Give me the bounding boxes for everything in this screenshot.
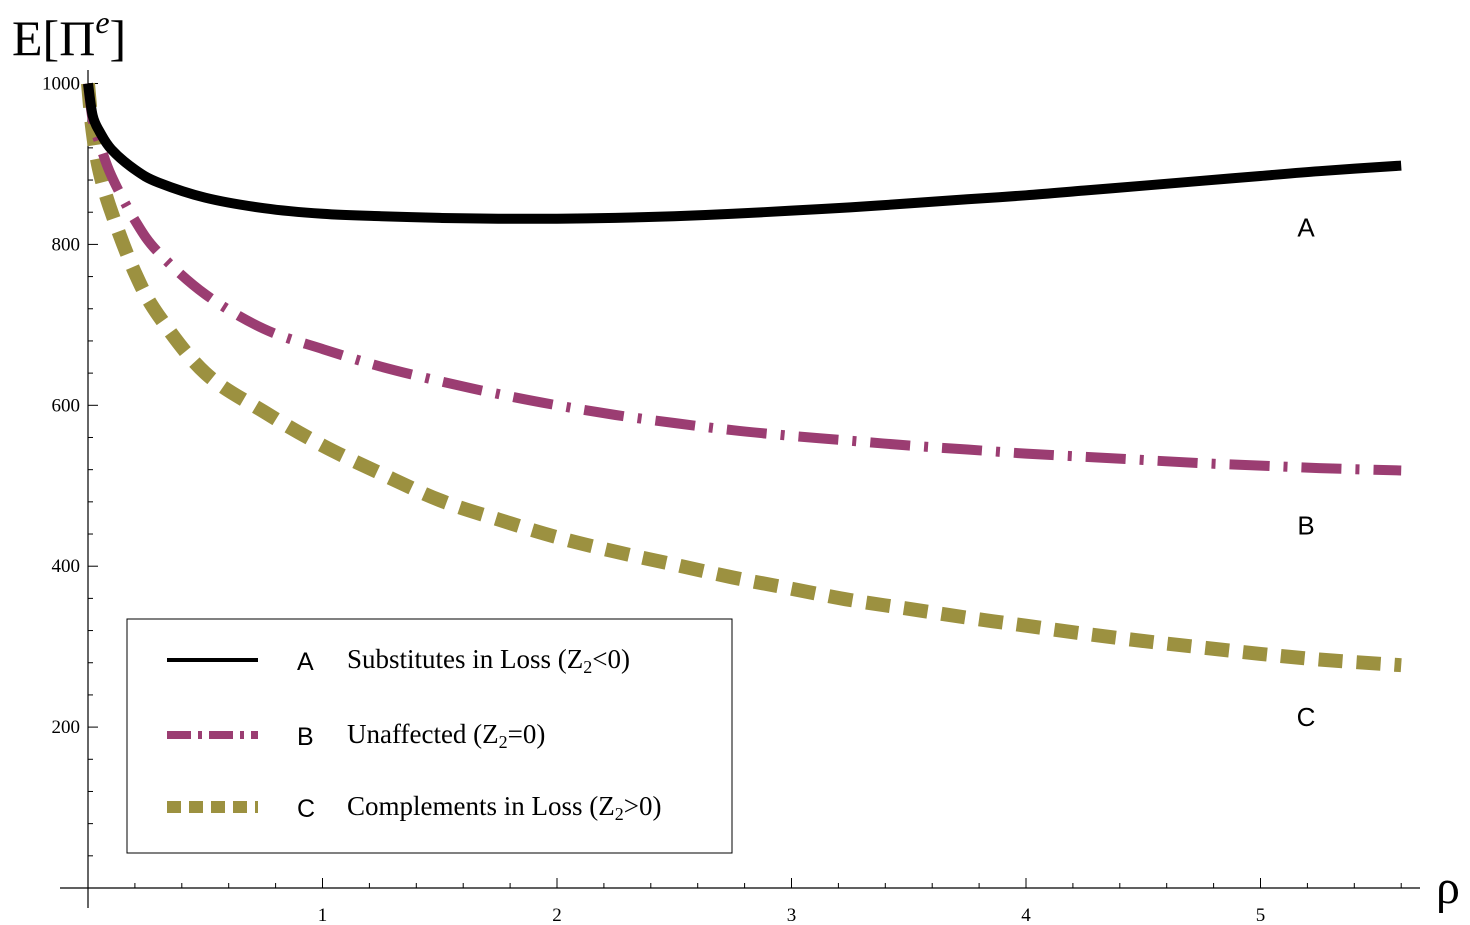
- legend-label-b: Unaffected (Z2=0): [347, 719, 545, 752]
- tick-group: [88, 83, 1402, 888]
- y-tick-label: 200: [52, 717, 81, 738]
- y-axis-title: E[Πe]: [12, 4, 126, 66]
- series-line-c: [81, 82, 1402, 673]
- y-tick-label: 400: [52, 556, 81, 577]
- legend-item: C Complements in Loss (Z2>0): [167, 791, 661, 824]
- x-tick-label: 3: [787, 905, 797, 925]
- legend-item: B Unaffected (Z2=0): [167, 719, 545, 752]
- legend-letter-b: B: [297, 723, 314, 751]
- y-tick-label: 1000: [42, 74, 80, 95]
- legend-items: A Substitutes in Loss (Z2<0) B Unaffected (…: [167, 644, 661, 824]
- x-axis-title: ρ: [1436, 861, 1460, 914]
- legend-label-c: Complements in Loss (Z2>0): [347, 791, 661, 824]
- x-tick-label: 1: [318, 905, 328, 925]
- curve-label-c: C: [1297, 702, 1316, 732]
- curve-label-b: B: [1297, 510, 1314, 540]
- x-tick-label: 4: [1021, 905, 1031, 925]
- series-group: [81, 82, 1402, 673]
- x-tick-label: 2: [552, 905, 562, 925]
- series-line-a: [83, 82, 1402, 224]
- x-tick-label: 5: [1256, 905, 1266, 925]
- y-tick-label: 600: [52, 395, 81, 416]
- series-line-b: [83, 82, 1402, 476]
- curve-label-a: A: [1297, 213, 1315, 243]
- y-tick-label: 800: [52, 234, 81, 255]
- legend-item: A Substitutes in Loss (Z2<0): [167, 644, 630, 677]
- legend: A Substitutes in Loss (Z2<0) B Unaffected (…: [126, 618, 733, 854]
- curve-label-group: A B C: [1297, 213, 1316, 733]
- legend-letter-a: A: [297, 648, 314, 676]
- legend-label-a: Substitutes in Loss (Z2<0): [347, 644, 630, 677]
- legend-letter-c: C: [297, 795, 315, 823]
- tick-label-group: 1 2 3 4 5 200 400 600 800 1000: [42, 74, 1265, 925]
